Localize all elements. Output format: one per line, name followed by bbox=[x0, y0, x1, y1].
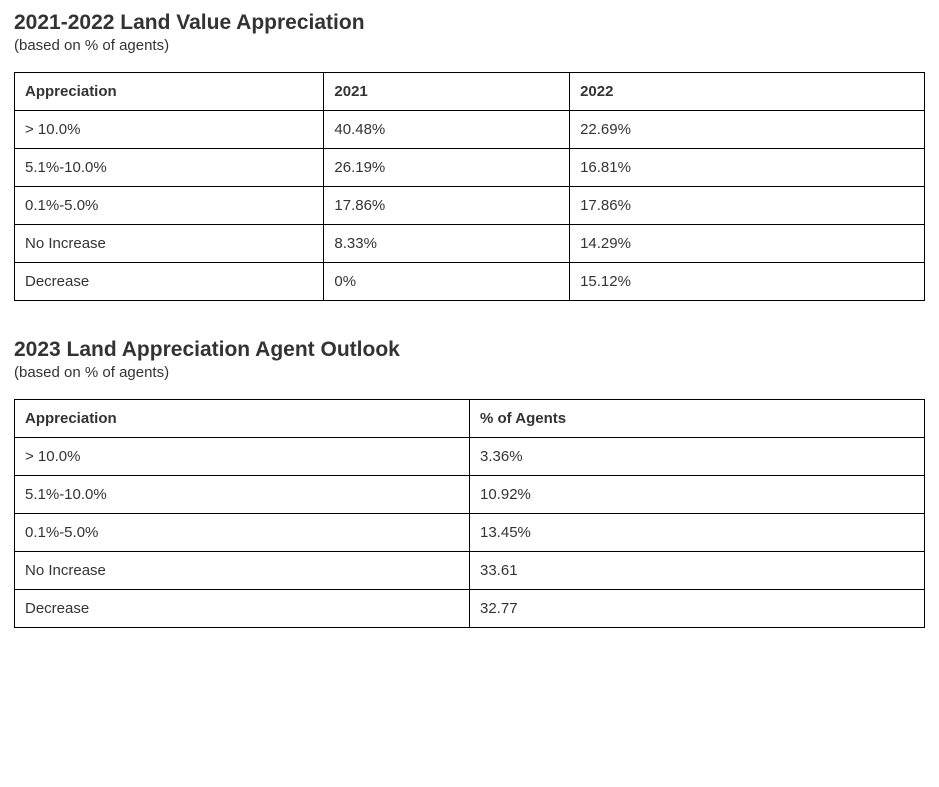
table-row: 5.1%-10.0% 26.19% 16.81% bbox=[15, 149, 925, 187]
cell-pct-agents: 13.45% bbox=[470, 514, 925, 552]
section-outlook-2023: 2023 Land Appreciation Agent Outlook (ba… bbox=[14, 337, 925, 628]
cell-2022: 17.86% bbox=[570, 187, 925, 225]
cell-appreciation: 5.1%-10.0% bbox=[15, 476, 470, 514]
cell-2022: 15.12% bbox=[570, 263, 925, 301]
table-row: 5.1%-10.0% 10.92% bbox=[15, 476, 925, 514]
cell-pct-agents: 32.77 bbox=[470, 590, 925, 628]
cell-pct-agents: 33.61 bbox=[470, 552, 925, 590]
cell-appreciation: Decrease bbox=[15, 590, 470, 628]
cell-appreciation: No Increase bbox=[15, 225, 324, 263]
table-row: Decrease 0% 15.12% bbox=[15, 263, 925, 301]
table-land-value-2021-2022: Appreciation 2021 2022 > 10.0% 40.48% 22… bbox=[14, 72, 925, 301]
table-row: 0.1%-5.0% 17.86% 17.86% bbox=[15, 187, 925, 225]
table-row: No Increase 33.61 bbox=[15, 552, 925, 590]
section-title: 2023 Land Appreciation Agent Outlook bbox=[14, 337, 925, 362]
col-header-2022: 2022 bbox=[570, 73, 925, 111]
cell-appreciation: 5.1%-10.0% bbox=[15, 149, 324, 187]
cell-pct-agents: 10.92% bbox=[470, 476, 925, 514]
cell-2022: 22.69% bbox=[570, 111, 925, 149]
cell-appreciation: No Increase bbox=[15, 552, 470, 590]
cell-2021: 40.48% bbox=[324, 111, 570, 149]
cell-2021: 8.33% bbox=[324, 225, 570, 263]
cell-2022: 14.29% bbox=[570, 225, 925, 263]
table-row: 0.1%-5.0% 13.45% bbox=[15, 514, 925, 552]
col-header-2021: 2021 bbox=[324, 73, 570, 111]
section-subtitle: (based on % of agents) bbox=[14, 37, 925, 54]
table-row: Decrease 32.77 bbox=[15, 590, 925, 628]
table-header-row: Appreciation 2021 2022 bbox=[15, 73, 925, 111]
table-row: No Increase 8.33% 14.29% bbox=[15, 225, 925, 263]
col-header-appreciation: Appreciation bbox=[15, 73, 324, 111]
section-land-value-2021-2022: 2021-2022 Land Value Appreciation (based… bbox=[14, 10, 925, 301]
section-title: 2021-2022 Land Value Appreciation bbox=[14, 10, 925, 35]
cell-appreciation: > 10.0% bbox=[15, 438, 470, 476]
cell-2021: 0% bbox=[324, 263, 570, 301]
cell-appreciation: 0.1%-5.0% bbox=[15, 514, 470, 552]
table-outlook-2023: Appreciation % of Agents > 10.0% 3.36% 5… bbox=[14, 399, 925, 628]
section-subtitle: (based on % of agents) bbox=[14, 364, 925, 381]
cell-pct-agents: 3.36% bbox=[470, 438, 925, 476]
table-row: > 10.0% 40.48% 22.69% bbox=[15, 111, 925, 149]
cell-appreciation: 0.1%-5.0% bbox=[15, 187, 324, 225]
cell-appreciation: > 10.0% bbox=[15, 111, 324, 149]
cell-2021: 17.86% bbox=[324, 187, 570, 225]
col-header-appreciation: Appreciation bbox=[15, 400, 470, 438]
cell-2021: 26.19% bbox=[324, 149, 570, 187]
table-header-row: Appreciation % of Agents bbox=[15, 400, 925, 438]
cell-2022: 16.81% bbox=[570, 149, 925, 187]
table-row: > 10.0% 3.36% bbox=[15, 438, 925, 476]
col-header-pct-agents: % of Agents bbox=[470, 400, 925, 438]
cell-appreciation: Decrease bbox=[15, 263, 324, 301]
